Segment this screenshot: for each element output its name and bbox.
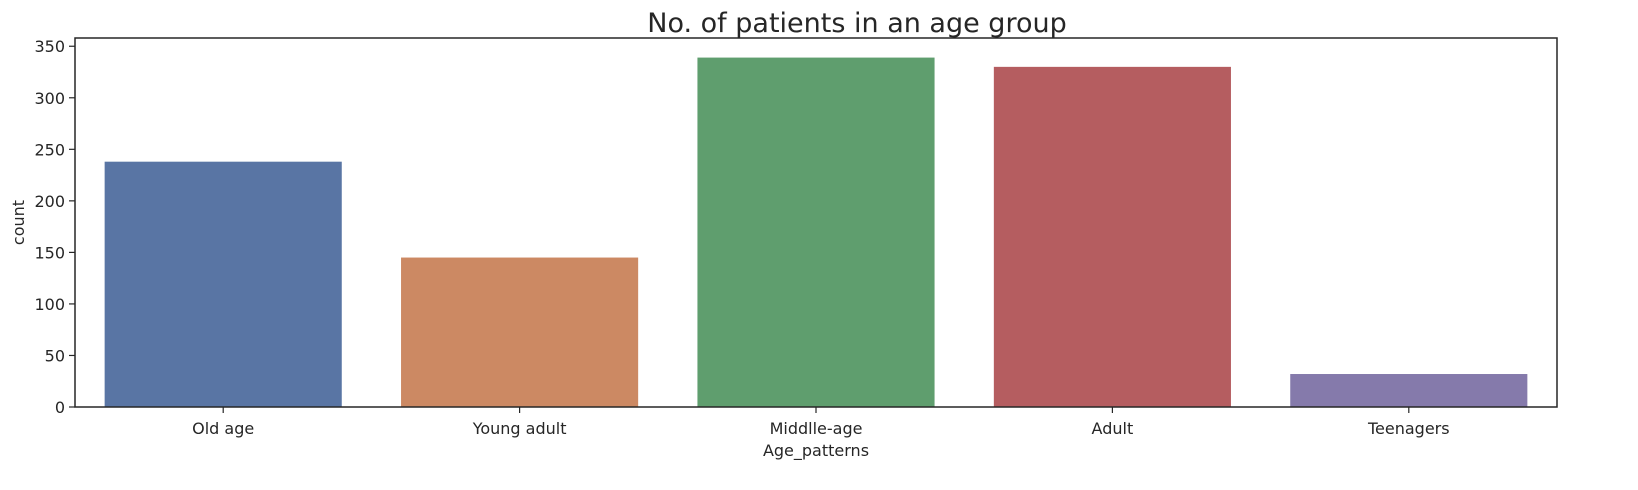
x-axis: Old age Young adult Middlle-age Adult Teenag… bbox=[192, 407, 1450, 438]
y-tick-label: 100 bbox=[34, 295, 65, 314]
bar-young-adult bbox=[401, 257, 639, 407]
x-tick-label: Middlle-age bbox=[770, 419, 863, 438]
x-tick-label: Old age bbox=[192, 419, 254, 438]
bar-old-age bbox=[104, 161, 342, 407]
chart-title: No. of patients in an age group bbox=[647, 8, 1066, 39]
bar-teenagers bbox=[1290, 374, 1528, 407]
y-axis-label: count bbox=[9, 200, 28, 245]
x-tick-label: Young adult bbox=[472, 419, 567, 438]
y-tick-label: 50 bbox=[45, 346, 65, 365]
bar-adult bbox=[993, 66, 1231, 407]
x-axis-label: Age_patterns bbox=[763, 441, 869, 461]
plot-frame bbox=[74, 37, 1558, 408]
y-tick-label: 300 bbox=[34, 89, 65, 108]
bar-middlle-age bbox=[697, 57, 935, 407]
y-tick-label: 150 bbox=[34, 243, 65, 262]
y-tick-label: 350 bbox=[34, 37, 65, 56]
y-tick-label: 0 bbox=[55, 398, 65, 417]
y-axis: 0 50 100 150 200 250 300 350 bbox=[34, 37, 75, 417]
x-tick-label: Teenagers bbox=[1367, 419, 1450, 438]
x-tick-label: Adult bbox=[1092, 419, 1134, 438]
y-tick-label: 200 bbox=[34, 192, 65, 211]
bars-group bbox=[104, 57, 1528, 407]
y-tick-label: 250 bbox=[34, 140, 65, 159]
